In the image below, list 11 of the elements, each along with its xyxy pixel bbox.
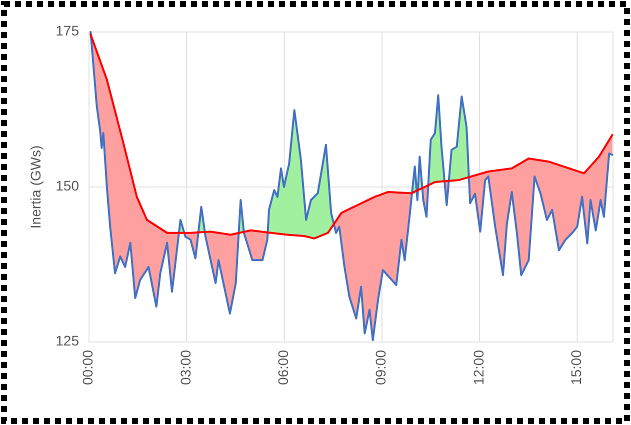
y-tick-label: 175 bbox=[56, 22, 80, 39]
x-tick-label: 06:00 bbox=[274, 350, 291, 386]
x-tick-label: 09:00 bbox=[372, 350, 389, 386]
line-series bbox=[90, 31, 614, 342]
y-tick-label: 150 bbox=[56, 178, 80, 194]
x-tick-label: 03:00 bbox=[177, 350, 194, 386]
x-tick-label: 00:00 bbox=[80, 350, 96, 386]
x-tick-label: 12:00 bbox=[470, 350, 486, 386]
y-tick-label: 125 bbox=[56, 332, 80, 349]
y-axis-title: Inertia (GWs) bbox=[28, 145, 44, 229]
x-tick-label: 15:00 bbox=[568, 350, 584, 386]
